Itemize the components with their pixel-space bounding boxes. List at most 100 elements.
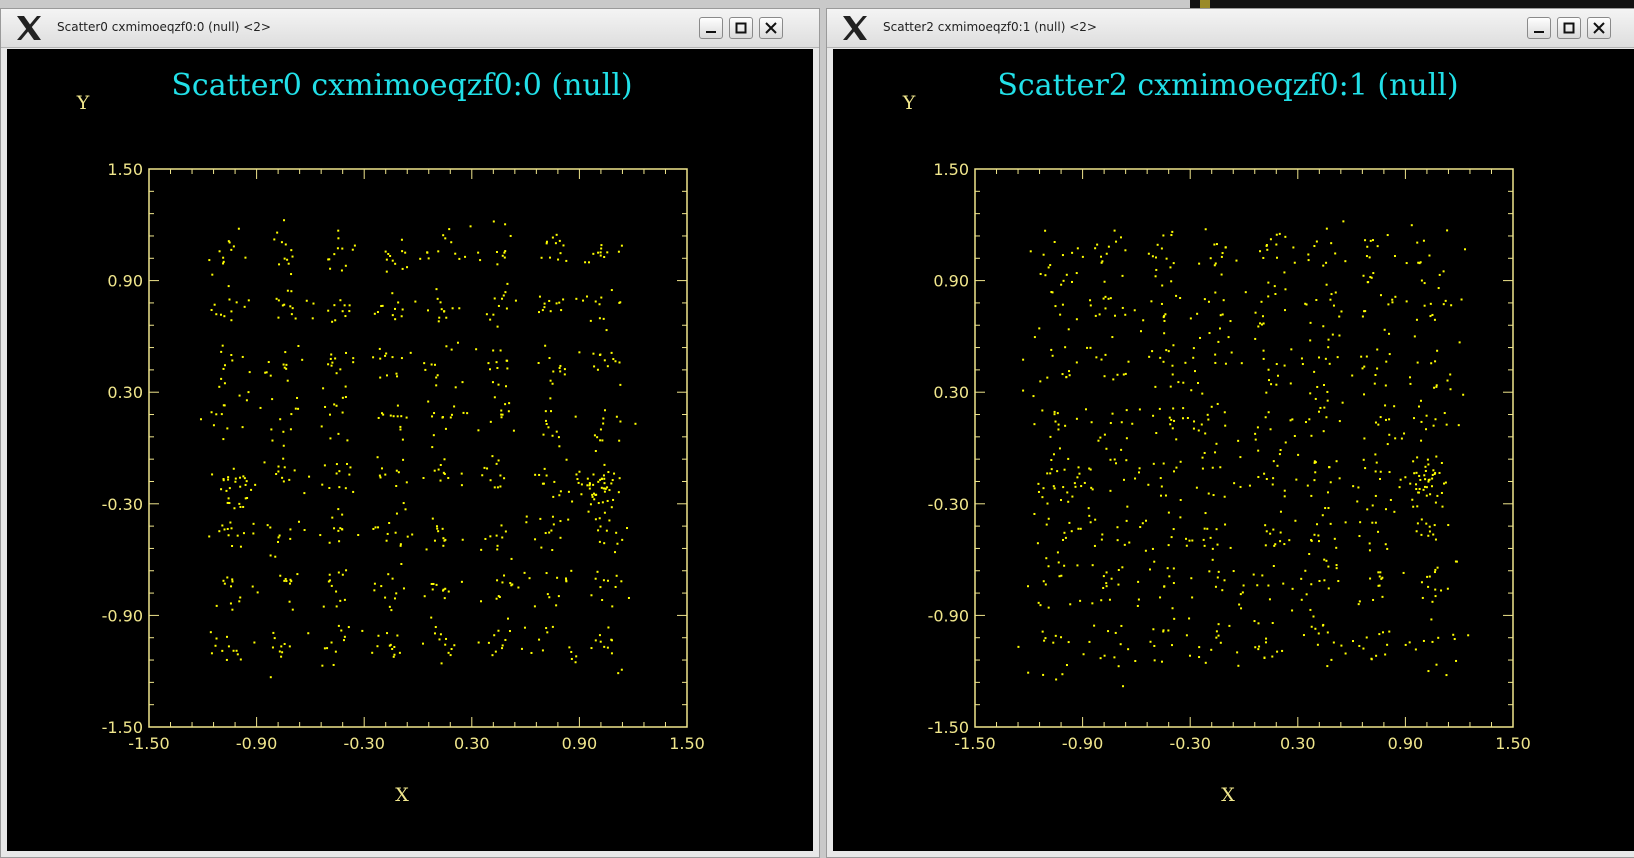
data-point — [1185, 544, 1188, 547]
scatter-window-left[interactable]: Scatter0 cxmimoeqzf0:0 (null) <2> Scatte… — [0, 8, 820, 858]
data-point — [335, 404, 338, 407]
title-bar[interactable]: Scatter0 cxmimoeqzf0:0 (null) <2> — [1, 9, 819, 48]
data-point — [338, 540, 341, 543]
data-point — [549, 256, 552, 259]
data-point — [245, 480, 248, 483]
data-point — [208, 535, 211, 538]
data-point — [1154, 385, 1157, 388]
data-point — [228, 487, 231, 490]
data-point — [1336, 356, 1339, 359]
data-point — [1172, 528, 1175, 531]
data-point — [1453, 638, 1456, 641]
data-point — [1152, 628, 1155, 631]
scatter-chart[interactable]: Scatter2 cxmimoeqzf0:1 (null)YX-1.50 -0.9… — [833, 49, 1634, 851]
data-point — [493, 486, 496, 489]
data-point — [1365, 255, 1368, 258]
data-point — [593, 498, 596, 501]
data-point — [423, 362, 426, 365]
data-point — [1340, 310, 1343, 313]
title-bar[interactable]: Scatter2 cxmimoeqzf0:1 (null) <2> — [827, 9, 1634, 48]
data-point — [288, 582, 291, 585]
data-point — [1428, 530, 1431, 533]
plot-canvas[interactable]: Scatter0 cxmimoeqzf0:0 (null) Y X -1.50 -0.9… — [7, 49, 813, 851]
scatter-window-right[interactable]: Scatter2 cxmimoeqzf0:1 (null) <2> Scatte… — [826, 8, 1634, 858]
data-point — [423, 595, 426, 598]
data-point — [440, 662, 443, 665]
data-point — [230, 310, 233, 313]
data-point — [1217, 570, 1220, 573]
data-point — [1173, 470, 1176, 473]
data-point — [339, 599, 342, 602]
data-point — [245, 399, 248, 402]
data-point — [1272, 564, 1275, 567]
minimize-button[interactable] — [699, 17, 723, 39]
close-button[interactable] — [759, 17, 783, 39]
data-point — [492, 349, 495, 352]
data-point — [447, 651, 450, 654]
data-point — [228, 298, 231, 301]
data-point — [1203, 451, 1206, 454]
data-point — [252, 522, 255, 525]
data-point — [1325, 227, 1328, 230]
data-point — [1391, 298, 1394, 301]
close-button[interactable] — [1587, 17, 1611, 39]
data-point — [1306, 484, 1309, 487]
data-point — [1253, 620, 1256, 623]
data-point — [431, 517, 434, 520]
data-point — [591, 495, 594, 498]
data-point — [338, 470, 341, 473]
plot-canvas[interactable]: Scatter2 cxmimoeqzf0:1 (null) Y X -1.50 -0.9… — [833, 49, 1634, 851]
data-point — [1158, 407, 1161, 410]
data-point — [1276, 256, 1279, 259]
data-point — [234, 480, 237, 483]
data-point — [1122, 373, 1125, 376]
data-point — [1344, 521, 1347, 524]
data-point — [501, 254, 504, 257]
data-point — [627, 596, 630, 599]
data-point — [376, 311, 379, 314]
minimize-button[interactable] — [1527, 17, 1551, 39]
data-point — [1262, 322, 1265, 325]
maximize-button[interactable] — [729, 17, 753, 39]
data-point — [612, 498, 615, 501]
data-point — [1413, 472, 1416, 475]
data-point — [1431, 485, 1434, 488]
maximize-button[interactable] — [1557, 17, 1581, 39]
data-point — [290, 413, 293, 416]
data-point — [1164, 313, 1167, 316]
data-point — [1044, 637, 1047, 640]
data-point — [454, 252, 457, 255]
data-point — [1159, 494, 1162, 497]
data-point — [1095, 356, 1098, 359]
data-point — [578, 470, 581, 473]
data-point — [344, 395, 347, 398]
data-point — [1422, 488, 1425, 491]
data-point — [1212, 494, 1215, 497]
data-point — [1386, 547, 1389, 550]
y-axis-label: Y — [76, 92, 90, 114]
data-point — [1171, 607, 1174, 610]
data-point — [1150, 300, 1153, 303]
data-point — [297, 520, 300, 523]
data-point — [1049, 472, 1052, 475]
y-axis-label: Y — [902, 92, 916, 114]
data-point — [1431, 313, 1434, 316]
data-point — [1310, 625, 1313, 628]
data-point — [232, 649, 235, 652]
data-point — [1169, 423, 1172, 426]
data-point — [1215, 243, 1218, 246]
data-point — [283, 303, 286, 306]
data-point — [341, 513, 344, 516]
data-point — [1431, 477, 1434, 480]
x-logo-icon[interactable] — [841, 14, 869, 42]
data-point — [1271, 483, 1274, 486]
data-point — [1372, 598, 1375, 601]
data-point — [541, 649, 544, 652]
data-point — [290, 580, 293, 583]
data-point — [387, 573, 390, 576]
data-point — [1330, 293, 1333, 296]
data-point — [1223, 579, 1226, 582]
scatter-chart[interactable]: Scatter0 cxmimoeqzf0:0 (null)YX-1.50 -0.9… — [7, 49, 813, 851]
x-logo-icon[interactable] — [15, 14, 43, 42]
data-point — [242, 532, 245, 535]
